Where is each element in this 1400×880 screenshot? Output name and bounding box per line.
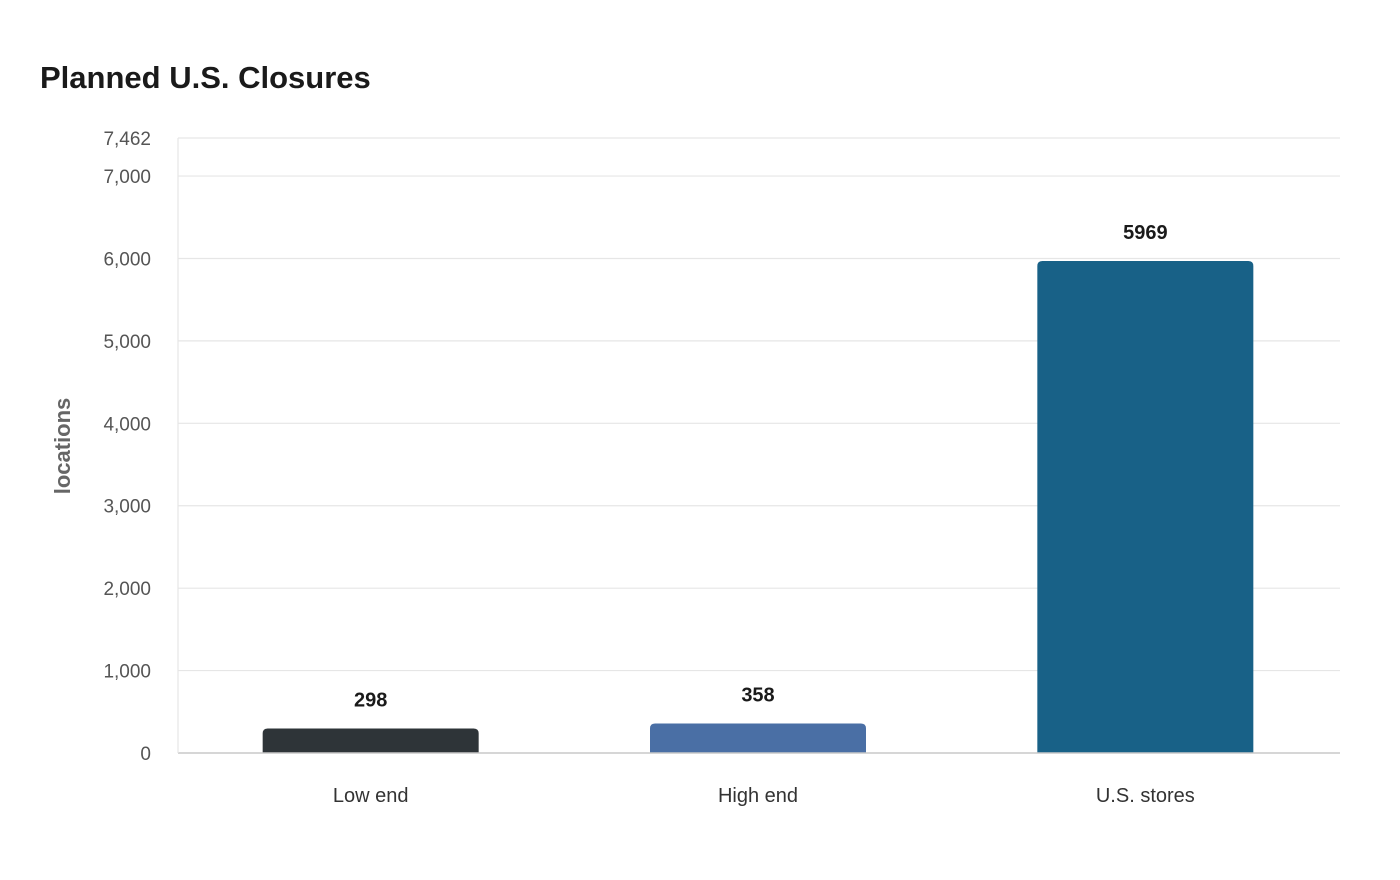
bar-low-end: [262, 728, 479, 753]
y-tick-label: 5,000: [103, 332, 151, 353]
y-axis-ticks: 0 1,000 2,000 3,000 4,000 5,000 6,000 7,000 7,46…: [103, 129, 151, 765]
data-labels: 298 358 5969: [354, 222, 1168, 711]
x-category-label: Low end: [333, 785, 409, 807]
y-axis-title: locations: [50, 398, 75, 495]
data-label: 298: [354, 689, 387, 711]
x-axis-categories: Low end High end U.S. stores: [333, 785, 1195, 807]
x-category-label: High end: [718, 785, 798, 807]
y-tick-label: 2,000: [103, 579, 151, 600]
chart-title: Planned U.S. Closures: [40, 60, 371, 95]
y-tick-label: 7,000: [103, 167, 151, 188]
y-tick-label: 6,000: [103, 249, 151, 270]
data-label: 5969: [1123, 222, 1168, 244]
y-tick-label: 4,000: [103, 414, 151, 435]
bar-high-end: [650, 723, 866, 753]
y-tick-label: 0: [140, 744, 151, 765]
y-tick-label: 1,000: [103, 662, 151, 683]
x-category-label: U.S. stores: [1096, 785, 1195, 807]
data-label: 358: [741, 684, 774, 706]
bars: [262, 261, 1254, 753]
y-tick-label: 7,462: [103, 129, 151, 150]
bar-u-s-stores: [1037, 261, 1254, 753]
y-tick-label: 3,000: [103, 497, 151, 518]
gridlines: [178, 137, 1340, 672]
